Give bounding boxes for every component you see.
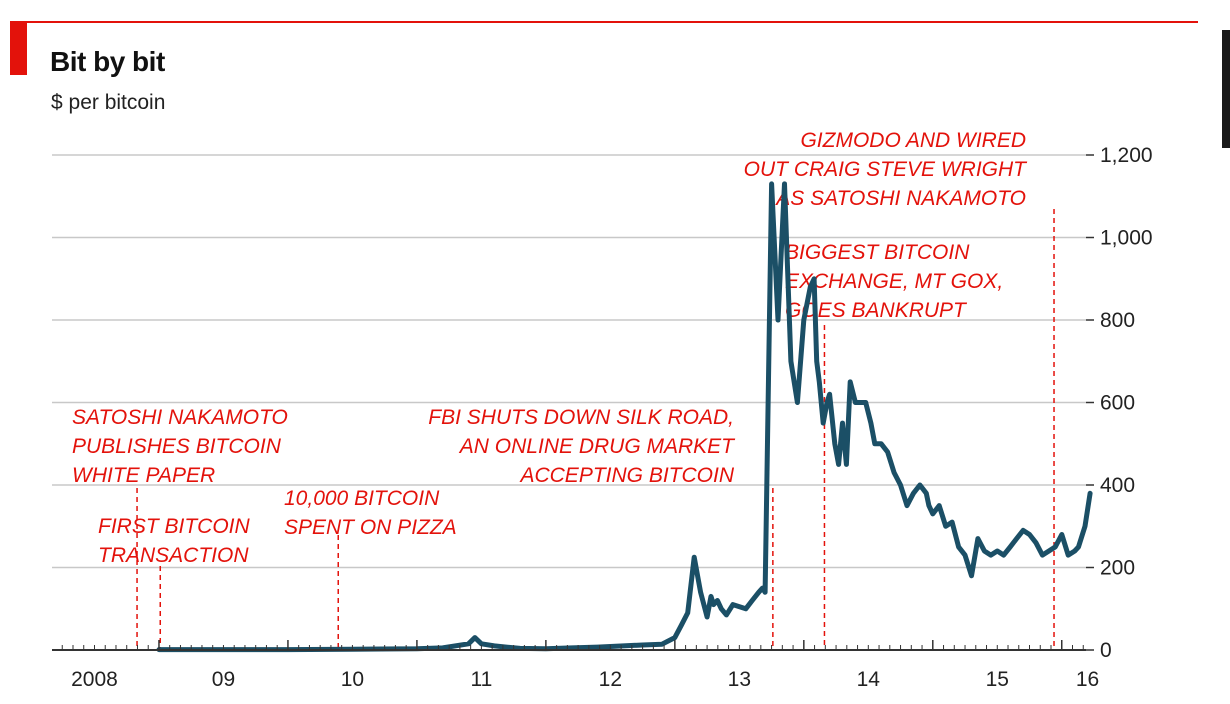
x-tick-label: 15	[986, 668, 1009, 691]
annotation-text: 10,000 BITCOIN	[284, 487, 440, 510]
annotation-text: TRANSACTION	[98, 544, 249, 567]
y-tick-label: 400	[1100, 474, 1135, 497]
annotation-text: GOES BANKRUPT	[785, 299, 968, 322]
annotation-text: ACCEPTING BITCOIN	[518, 464, 734, 487]
annotation-text: EXCHANGE, MT GOX,	[785, 270, 1003, 293]
chart-title: Bit by bit	[50, 46, 165, 77]
gridlines	[52, 154, 1086, 569]
x-tick-label: 2008	[71, 668, 118, 691]
annotation-text: SPENT ON PIZZA	[284, 516, 457, 539]
x-tick-label: 12	[599, 668, 622, 691]
annotation-text: PUBLISHES BITCOIN	[72, 435, 282, 458]
x-tick-label: 13	[728, 668, 751, 691]
x-tick-label: 16	[1076, 668, 1099, 691]
x-tick-label: 14	[857, 668, 881, 691]
y-tick-label: 1,200	[1100, 144, 1153, 167]
y-tick-label: 0	[1100, 639, 1112, 662]
annotation-text: FBI SHUTS DOWN SILK ROAD,	[428, 406, 734, 429]
top-red-rule	[10, 21, 1198, 23]
price-line-layer	[156, 181, 1093, 653]
annotation-text: AS SATOSHI NAKAMOTO	[774, 187, 1026, 210]
annotation-text: FIRST BITCOIN	[98, 515, 251, 538]
x-tick-label: 10	[341, 668, 364, 691]
annotation-markers: SATOSHI NAKAMOTO PUBLISHES BITCOIN WHITE P…	[72, 129, 1055, 650]
y-tick-labels: 0 200 400 600 800 1,000 1,200	[1086, 144, 1153, 662]
annotation-text: BIGGEST BITCOIN	[785, 241, 970, 264]
annotation-text: SATOSHI NAKAMOTO	[72, 406, 288, 429]
x-tick-label: 11	[470, 668, 492, 691]
x-axis	[52, 640, 1086, 651]
annotation-text: WHITE PAPER	[72, 464, 215, 487]
annotation-text: OUT CRAIG STEVE WRIGHT	[744, 158, 1029, 181]
right-edge-bar	[1222, 30, 1230, 148]
annotation-text: AN ONLINE DRUG MARKET	[458, 435, 736, 458]
y-tick-label: 600	[1100, 392, 1135, 415]
x-tick-label: 09	[212, 668, 235, 691]
y-tick-label: 200	[1100, 557, 1135, 580]
red-accent-tag	[10, 21, 27, 75]
annotation-text: GIZMODO AND WIRED	[800, 129, 1026, 152]
x-tick-labels: 2008 09 10 11 12 13 14 15 16	[71, 668, 1099, 691]
y-tick-label: 800	[1100, 309, 1135, 332]
price-series-line	[156, 181, 1093, 653]
y-tick-label: 1,000	[1100, 227, 1153, 250]
chart-subtitle: $ per bitcoin	[51, 91, 166, 114]
